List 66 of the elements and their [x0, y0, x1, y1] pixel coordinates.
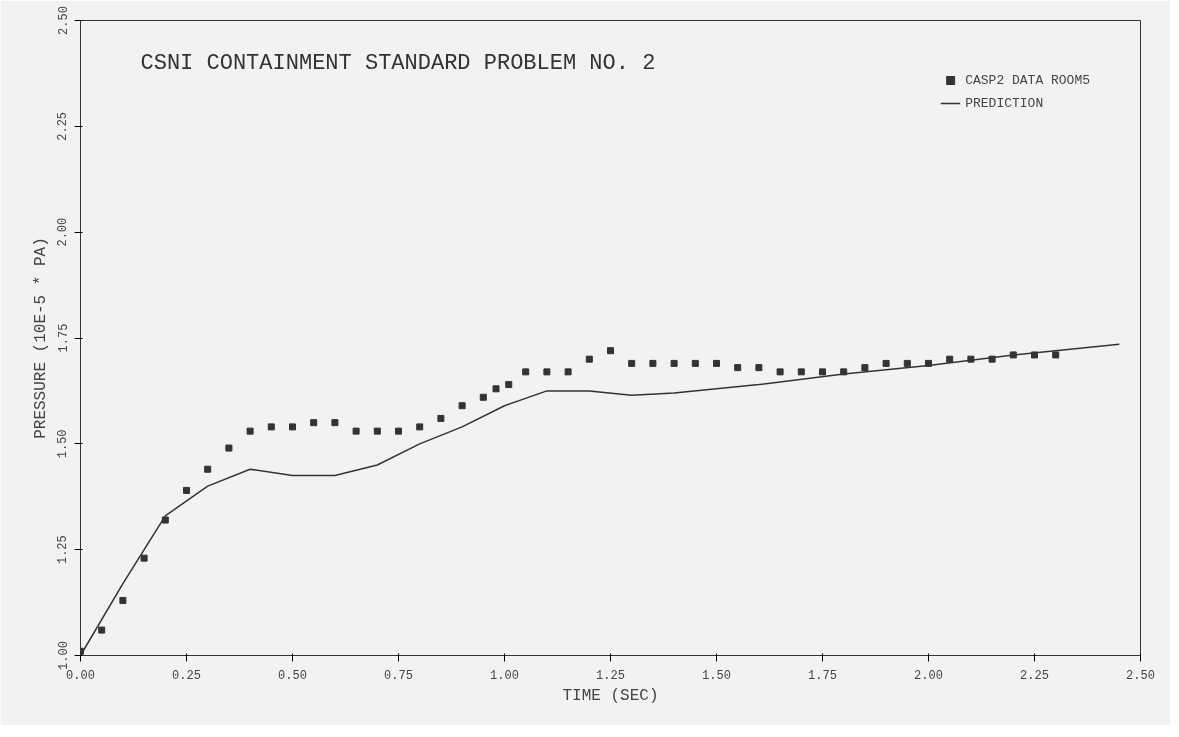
- point: [734, 364, 742, 372]
- x-tick-label: 1.50: [702, 668, 731, 683]
- point: [479, 393, 487, 401]
- y-tick-label: 1.50: [56, 429, 71, 459]
- point: [522, 368, 530, 376]
- point: [140, 554, 148, 562]
- point: [585, 355, 593, 363]
- y-tick-label: 2.50: [56, 6, 71, 35]
- point: [903, 359, 911, 367]
- point: [776, 368, 784, 376]
- x-tick-label: 0.50: [278, 668, 307, 683]
- x-tick-label: 0.00: [66, 668, 95, 683]
- point: [543, 368, 551, 376]
- point: [755, 364, 763, 372]
- point: [1052, 351, 1060, 359]
- x-axis-title: TIME (SEC): [562, 686, 659, 705]
- point: [161, 516, 169, 524]
- point: [119, 596, 127, 604]
- y-tick-label: 2.25: [56, 111, 71, 141]
- text: CSNI CONTAINMENT STANDARD PROBLEM NO. 2: [140, 50, 656, 76]
- point: [628, 359, 636, 367]
- legend-label: PREDICTION: [965, 95, 1044, 111]
- y-tick-label: 2.00: [56, 217, 71, 247]
- point: [416, 423, 424, 431]
- point: [840, 368, 848, 376]
- x-tick-label: 2.50: [1126, 668, 1155, 683]
- point: [352, 427, 360, 435]
- x-tick-label: 0.75: [384, 668, 413, 683]
- y-tick-label: 1.75: [56, 323, 71, 353]
- point: [564, 368, 572, 376]
- point: [98, 626, 106, 634]
- point: [649, 359, 657, 367]
- x-tick-label: 2.25: [1020, 668, 1049, 683]
- point: [225, 444, 233, 452]
- point: [492, 385, 500, 393]
- point: [691, 359, 699, 367]
- x-tick-label: 1.00: [490, 668, 519, 683]
- point: [861, 364, 869, 372]
- point: [670, 359, 678, 367]
- legend-label: CASP2 DATA ROOM5: [965, 72, 1090, 88]
- point: [1031, 351, 1038, 359]
- point: [797, 368, 805, 376]
- point: [204, 465, 212, 473]
- x-tick-label: 0.25: [172, 668, 201, 683]
- point: [946, 355, 954, 363]
- point: [331, 419, 339, 427]
- point: [310, 419, 318, 427]
- point: [505, 381, 513, 389]
- point: [1009, 351, 1017, 359]
- point: [607, 347, 614, 355]
- point: [373, 427, 381, 435]
- point: [458, 402, 466, 410]
- point: [183, 486, 190, 494]
- point: [267, 423, 275, 431]
- x-tick-label: 1.75: [808, 668, 837, 683]
- point: [713, 359, 720, 367]
- point: [819, 368, 826, 376]
- y-axis-title: PRESSURE (10E-5 * PA): [31, 237, 50, 439]
- point: [246, 427, 254, 435]
- y-tick-label: 1.25: [56, 535, 71, 565]
- point: [437, 414, 445, 422]
- x-tick-label: 2.00: [914, 668, 943, 683]
- point: [289, 423, 296, 431]
- x-tick-label: 1.25: [596, 668, 625, 683]
- point: [395, 427, 402, 435]
- point: [882, 359, 890, 367]
